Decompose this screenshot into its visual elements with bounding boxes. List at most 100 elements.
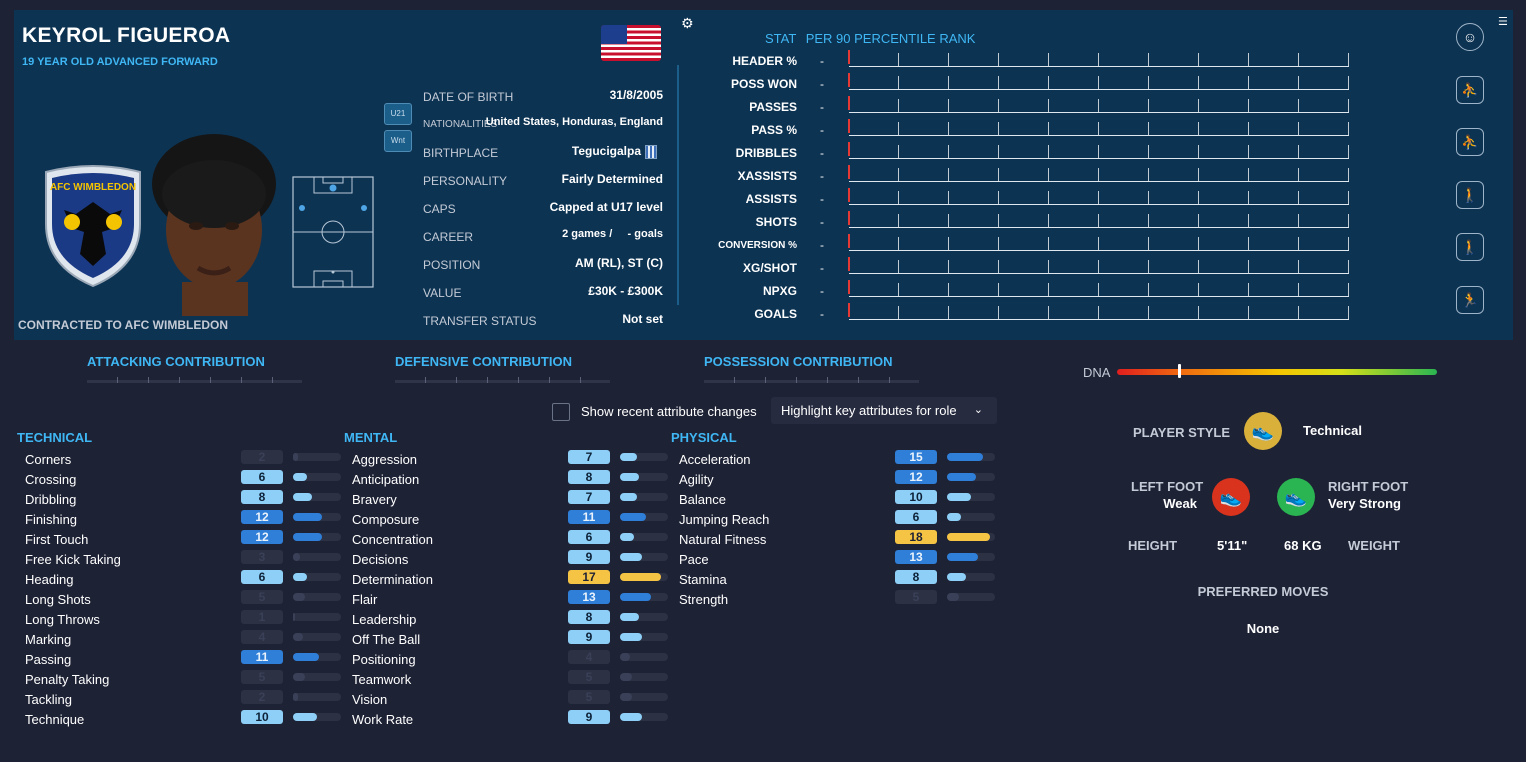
player-subtitle: 19 YEAR OLD ADVANCED FORWARD xyxy=(22,56,218,68)
stat-value: - xyxy=(820,169,824,183)
attribute-bar-fill xyxy=(620,593,651,601)
dna-label: DNA xyxy=(1083,365,1111,380)
stat-row[interactable]: HEADER % - xyxy=(684,50,1364,76)
attribute-row[interactable]: Teamwork 5 xyxy=(0,670,668,690)
attribute-bar-fill xyxy=(620,613,639,621)
info-value: £30K - £300K xyxy=(588,284,663,298)
attribute-row[interactable]: Flair 13 xyxy=(0,590,668,610)
slide-view-icon[interactable]: ⛹ xyxy=(1456,128,1484,156)
recent-changes-checkbox[interactable] xyxy=(552,403,570,421)
menu-icon[interactable]: ☰ xyxy=(1498,16,1508,28)
attribute-row[interactable]: Anticipation 8 xyxy=(0,470,668,490)
honduras-flag-icon xyxy=(645,145,657,159)
attribute-name: Concentration xyxy=(352,532,433,547)
percentile-marker xyxy=(848,73,850,87)
stat-row[interactable]: SHOTS - xyxy=(684,211,1364,237)
gear-icon[interactable]: ⚙ xyxy=(681,15,694,31)
club-badge-text: AFC WIMBLEDON xyxy=(50,182,136,193)
stat-row[interactable]: ASSISTS - xyxy=(684,188,1364,214)
walk-alt-view-icon[interactable]: 🚶 xyxy=(1456,233,1484,261)
attribute-row[interactable]: Balance 10 xyxy=(0,490,995,510)
attribute-row[interactable]: Strength 5 xyxy=(0,590,995,610)
attribute-row[interactable]: Tackling 2 xyxy=(0,690,341,710)
stat-row[interactable]: NPXG - xyxy=(684,280,1364,306)
percentile-track xyxy=(849,214,1349,228)
dna-gradient-bar xyxy=(1117,369,1437,375)
left-foot-label: LEFT FOOT xyxy=(1131,479,1204,494)
attribute-row[interactable]: Long Throws 1 xyxy=(0,610,341,630)
attribute-row[interactable]: Jumping Reach 6 xyxy=(0,510,995,530)
attribute-row[interactable]: Vision 5 xyxy=(0,690,668,710)
recent-changes-label[interactable]: Show recent attribute changes xyxy=(581,404,757,419)
stat-row[interactable]: PASSES - xyxy=(684,96,1364,122)
stat-row[interactable]: POSS WON - xyxy=(684,73,1364,99)
attribute-bar-fill xyxy=(620,673,632,681)
attribute-row[interactable]: Agility 12 xyxy=(0,470,995,490)
u21-tag[interactable]: U21 xyxy=(384,103,412,125)
attribute-value: 6 xyxy=(241,570,283,584)
stat-row[interactable]: DRIBBLES - xyxy=(684,142,1364,168)
attribute-bar-fill xyxy=(293,533,322,541)
attribute-row[interactable]: Finishing 12 xyxy=(0,510,341,530)
stat-row[interactable]: GOALS - xyxy=(684,303,1364,329)
profile-view-icon[interactable]: ☺ xyxy=(1456,23,1484,51)
info-value[interactable]: United States, Honduras, England xyxy=(485,116,663,128)
attribute-row[interactable]: Leadership 8 xyxy=(0,610,668,630)
percentile-marker xyxy=(848,211,850,225)
attribute-value: 17 xyxy=(568,570,610,584)
attribute-row[interactable]: Determination 17 xyxy=(0,570,668,590)
attribute-bar xyxy=(620,633,668,641)
stat-row[interactable]: XG/SHOT - xyxy=(684,257,1364,283)
walk-view-icon[interactable]: 🚶 xyxy=(1456,181,1484,209)
info-nationalities: NATIONALITIES United States, Honduras, E… xyxy=(423,114,663,134)
attribute-row[interactable]: Dribbling 8 xyxy=(0,490,341,510)
attribute-row[interactable]: Acceleration 15 xyxy=(0,450,995,470)
attribute-value: 4 xyxy=(241,630,283,644)
attribute-bar-fill xyxy=(293,593,305,601)
attribute-row[interactable]: Stamina 8 xyxy=(0,570,995,590)
attribute-row[interactable]: Pace 13 xyxy=(0,550,995,570)
attribute-name: Tackling xyxy=(25,692,72,707)
height-label: HEIGHT xyxy=(1128,538,1178,553)
attribute-row[interactable]: Aggression 7 xyxy=(0,450,668,470)
attribute-row[interactable]: Decisions 9 xyxy=(0,550,668,570)
attribute-row[interactable]: Natural Fitness 18 xyxy=(0,530,995,550)
attribute-value: 6 xyxy=(241,470,283,484)
attribute-bar-fill xyxy=(620,653,630,661)
attribute-row[interactable]: Bravery 7 xyxy=(0,490,668,510)
technical-title: TECHNICAL xyxy=(17,430,93,445)
attribute-name: Positioning xyxy=(352,652,416,667)
attribute-bar-fill xyxy=(947,453,983,461)
attribute-row[interactable]: Work Rate 9 xyxy=(0,710,668,730)
attribute-row[interactable]: Long Shots 5 xyxy=(0,590,341,610)
run-view-icon[interactable]: 🏃 xyxy=(1456,286,1484,314)
attribute-row[interactable]: Corners 2 xyxy=(0,450,341,470)
attribute-row[interactable]: Heading 6 xyxy=(0,570,341,590)
attribute-row[interactable]: Concentration 6 xyxy=(0,530,668,550)
attribute-row[interactable]: Positioning 4 xyxy=(0,650,668,670)
highlight-attributes-dropdown[interactable]: Highlight key attributes for role ⌄ xyxy=(771,397,997,424)
attribute-row[interactable]: Crossing 6 xyxy=(0,470,341,490)
stat-row[interactable]: CONVERSION % - xyxy=(684,234,1364,260)
attribute-bar-fill xyxy=(620,633,642,641)
attribute-row[interactable]: Passing 11 xyxy=(0,650,341,670)
attribute-row[interactable]: Technique 10 xyxy=(0,710,341,730)
attribute-row[interactable]: Free Kick Taking 3 xyxy=(0,550,341,570)
attribute-value: 11 xyxy=(568,510,610,524)
attacking-contribution-bar xyxy=(87,377,302,383)
attribute-value: 2 xyxy=(241,450,283,464)
stat-row[interactable]: PASS % - xyxy=(684,119,1364,145)
wanted-tag[interactable]: Wnt xyxy=(384,130,412,152)
attribute-row[interactable]: Composure 11 xyxy=(0,510,668,530)
attribute-row[interactable]: Marking 4 xyxy=(0,630,341,650)
attribute-row[interactable]: Off The Ball 9 xyxy=(0,630,668,650)
attribute-bar xyxy=(620,693,668,701)
stat-label: SHOTS xyxy=(755,215,797,229)
attribute-row[interactable]: First Touch 12 xyxy=(0,530,341,550)
stat-row[interactable]: XASSISTS - xyxy=(684,165,1364,191)
percentile-track xyxy=(849,306,1349,320)
attacking-contribution-title: ATTACKING CONTRIBUTION xyxy=(87,354,265,369)
tackle-view-icon[interactable]: ⛹ xyxy=(1456,76,1484,104)
info-value[interactable]: Tegucigalpa xyxy=(571,144,641,158)
attribute-row[interactable]: Penalty Taking 5 xyxy=(0,670,341,690)
